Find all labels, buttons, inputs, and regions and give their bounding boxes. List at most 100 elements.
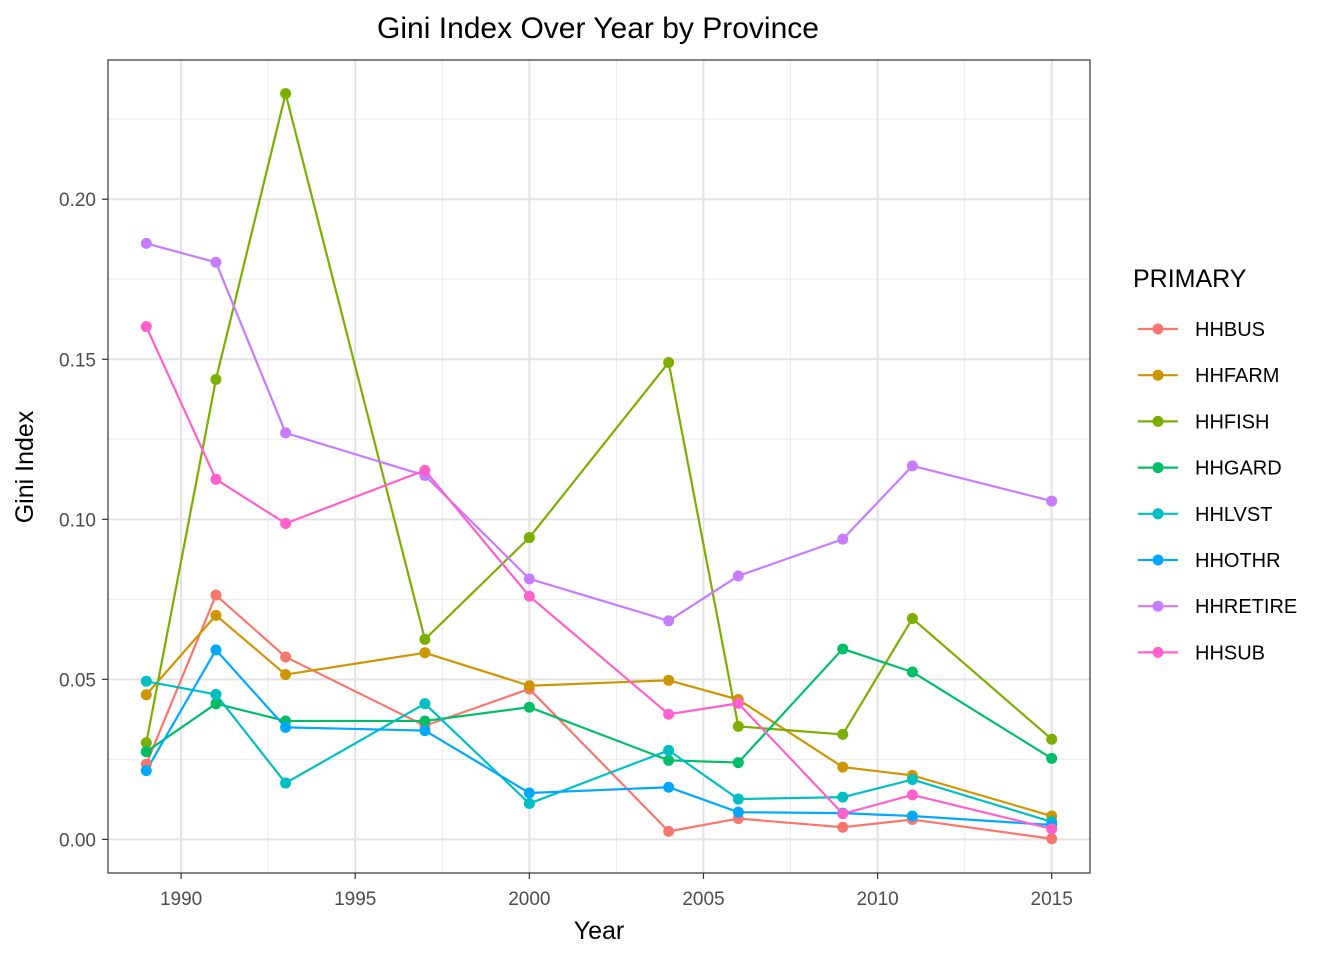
data-point: [419, 647, 431, 659]
legend-key-point: [1152, 600, 1164, 612]
data-point: [1046, 733, 1058, 745]
data-point: [210, 688, 222, 700]
data-point: [663, 356, 675, 368]
legend-label: HHFARM: [1195, 365, 1279, 387]
data-point: [663, 825, 675, 837]
data-point: [523, 798, 535, 810]
series-line: [146, 680, 1053, 823]
legend-item: HHLVST: [1138, 504, 1272, 526]
x-tick-label: 2000: [508, 889, 550, 910]
data-point: [280, 777, 292, 789]
data-point: [663, 754, 675, 766]
data-point: [210, 473, 222, 485]
legend-item: HHSUB: [1138, 642, 1265, 664]
legend-key-point: [1152, 554, 1164, 566]
data-point: [280, 651, 292, 663]
data-point: [140, 237, 152, 249]
series-line: [145, 594, 1052, 840]
data-point: [523, 532, 535, 544]
data-point: [140, 765, 152, 777]
y-tick-label: 0.20: [59, 190, 96, 211]
data-point: [906, 810, 918, 822]
x-axis: 1990 1995 2000 2005 2010 2015: [160, 873, 1073, 910]
data-point: [140, 675, 152, 687]
legend-key-point: [1152, 369, 1164, 381]
data-point: [663, 674, 675, 686]
data-point: [1046, 495, 1058, 507]
series-hhlvst: [146, 680, 1053, 823]
legend-key-point: [1152, 323, 1164, 335]
legend-item: HHFARM: [1138, 365, 1279, 387]
data-point: [419, 698, 431, 710]
legend-label: HHGARD: [1195, 458, 1282, 480]
data-point: [837, 808, 849, 820]
chart-title: Gini Index Over Year by Province: [377, 12, 819, 45]
legend-label: HHRETIRE: [1195, 596, 1297, 618]
x-tick-label: 2015: [1031, 889, 1073, 910]
data-point: [732, 570, 744, 582]
data-point: [280, 88, 292, 100]
panel-background: [108, 60, 1090, 873]
data-point: [732, 793, 744, 805]
x-tick-label: 2010: [856, 889, 898, 910]
legend-key-point: [1152, 646, 1164, 658]
data-point: [523, 590, 535, 602]
series-line: [145, 647, 1053, 764]
data-point: [210, 589, 222, 601]
data-point: [663, 615, 675, 627]
legend-item: HHFISH: [1138, 411, 1269, 433]
series-points-hhsub: [140, 321, 1058, 835]
legend-label: HHSUB: [1195, 642, 1265, 664]
x-tick-label: 1995: [334, 889, 376, 910]
data-point: [663, 781, 675, 793]
data-point: [732, 806, 744, 818]
data-point: [210, 609, 222, 621]
y-tick-label: 0.05: [59, 670, 96, 691]
data-point: [280, 427, 292, 439]
data-point: [837, 821, 849, 833]
data-point: [906, 774, 918, 786]
series-hhfarm: [145, 614, 1053, 818]
data-point: [906, 666, 918, 678]
y-tick-label: 0.15: [59, 350, 96, 371]
series-layer: [140, 88, 1058, 845]
series-hhbus: [145, 594, 1052, 840]
data-point: [419, 725, 431, 737]
data-point: [1046, 823, 1058, 835]
series-hhothr: [145, 648, 1052, 827]
x-tick-label: 2005: [682, 889, 724, 910]
x-axis-title: Year: [574, 917, 625, 945]
data-point: [280, 517, 292, 529]
data-point: [140, 689, 152, 701]
data-point: [837, 533, 849, 545]
series-hhgard: [145, 647, 1053, 764]
plot-panel: [107, 59, 1091, 874]
legend-label: HHLVST: [1195, 504, 1272, 526]
data-point: [280, 669, 292, 681]
data-point: [732, 720, 744, 732]
data-point: [419, 633, 431, 645]
data-point: [523, 787, 535, 799]
grid-major: [108, 60, 1090, 873]
data-point: [140, 321, 152, 333]
legend-label: HHBUS: [1195, 319, 1265, 341]
series-line: [145, 326, 1052, 830]
series-points-hhretire: [140, 237, 1058, 627]
series-hhretire: [146, 242, 1052, 622]
data-point: [663, 708, 675, 720]
data-point: [210, 698, 222, 710]
data-point: [837, 791, 849, 803]
data-point: [419, 715, 431, 727]
y-axis-title: Gini Index: [11, 410, 39, 523]
data-point: [663, 744, 675, 756]
series-line: [145, 614, 1053, 818]
data-point: [837, 761, 849, 773]
y-tick-label: 0.00: [59, 830, 96, 851]
data-point: [837, 643, 849, 655]
data-point: [419, 464, 431, 476]
data-point: [140, 746, 152, 758]
data-point: [837, 728, 849, 740]
legend-item: HHRETIRE: [1138, 596, 1297, 618]
data-point: [906, 613, 918, 625]
